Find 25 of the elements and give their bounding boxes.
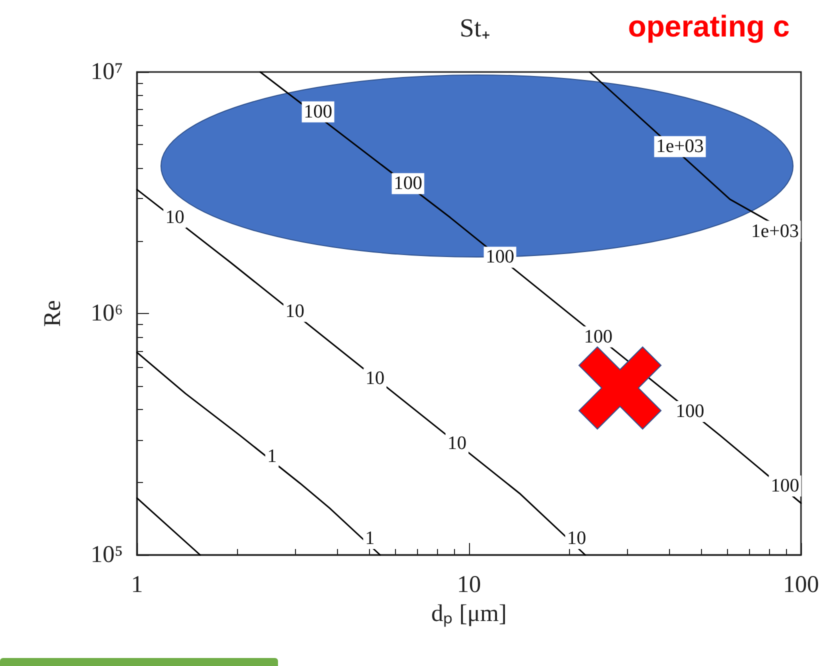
y-tick-label: 10⁷ (90, 59, 123, 85)
x-tick-label: 100 (783, 572, 819, 598)
text: operating c (628, 10, 790, 44)
y-tick-label: 10⁵ (90, 542, 123, 568)
annotation: 10 (447, 432, 466, 454)
annotation: 1 (267, 446, 277, 467)
y-axis-title: Re (40, 300, 66, 327)
annotation: 100 (486, 246, 514, 268)
annotation: 1 (365, 528, 375, 550)
annotation: 100 (394, 173, 422, 194)
annotation: 100 (584, 326, 612, 348)
x-axis-title: dₚ [μm] (431, 600, 507, 627)
annotation: 100 (676, 400, 704, 422)
chart-title: St₊ (460, 14, 490, 42)
annotation: 1e+03 (656, 136, 704, 158)
annotation: 10 (567, 528, 586, 550)
annotation: 10 (365, 368, 384, 390)
annotation: 1e+03 (751, 220, 799, 242)
y-tick-label: 10⁶ (90, 300, 123, 326)
x-tick-label: 10 (457, 572, 481, 598)
annotation: 10 (285, 300, 304, 322)
annotation: 10 (165, 206, 184, 228)
annotation: 100 (770, 476, 800, 497)
annotation: 100 (304, 101, 332, 122)
x-tick-label: 1 (131, 572, 143, 598)
